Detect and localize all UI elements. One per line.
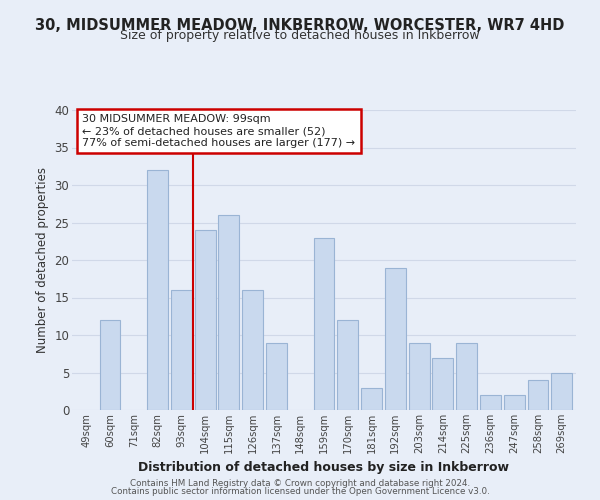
Bar	[433, 358, 454, 410]
Text: Size of property relative to detached houses in Inkberrow: Size of property relative to detached ho…	[120, 29, 480, 42]
Y-axis label: Number of detached properties: Number of detached properties	[36, 167, 49, 353]
Bar	[480, 395, 501, 410]
Bar	[361, 388, 382, 410]
Bar	[385, 268, 406, 410]
Bar	[504, 395, 524, 410]
Bar	[147, 170, 168, 410]
Bar	[194, 230, 215, 410]
Bar	[456, 342, 477, 410]
Bar	[218, 215, 239, 410]
Bar	[242, 290, 263, 410]
Bar	[100, 320, 121, 410]
Bar	[409, 342, 430, 410]
X-axis label: Distribution of detached houses by size in Inkberrow: Distribution of detached houses by size …	[139, 462, 509, 474]
Bar	[266, 342, 287, 410]
Text: Contains HM Land Registry data © Crown copyright and database right 2024.: Contains HM Land Registry data © Crown c…	[130, 478, 470, 488]
Text: Contains public sector information licensed under the Open Government Licence v3: Contains public sector information licen…	[110, 487, 490, 496]
Bar	[171, 290, 192, 410]
Bar	[337, 320, 358, 410]
Bar	[314, 238, 334, 410]
Bar	[551, 372, 572, 410]
Text: 30, MIDSUMMER MEADOW, INKBERROW, WORCESTER, WR7 4HD: 30, MIDSUMMER MEADOW, INKBERROW, WORCEST…	[35, 18, 565, 32]
Text: 30 MIDSUMMER MEADOW: 99sqm
← 23% of detached houses are smaller (52)
77% of semi: 30 MIDSUMMER MEADOW: 99sqm ← 23% of deta…	[82, 114, 355, 148]
Bar	[527, 380, 548, 410]
